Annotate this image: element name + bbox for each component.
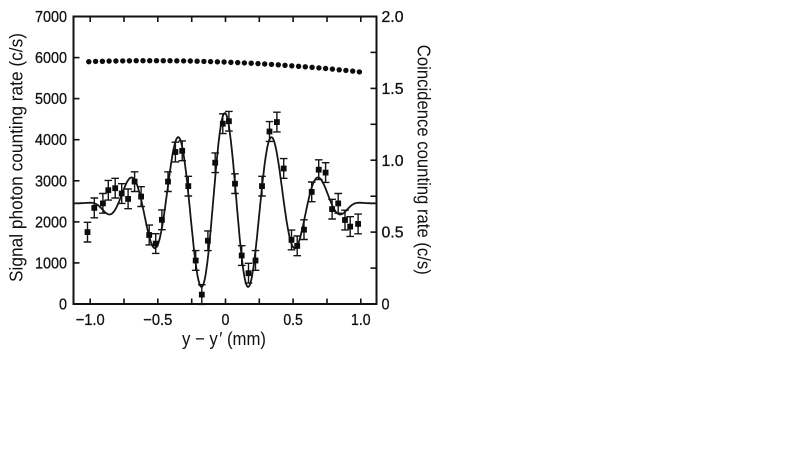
svg-text:0: 0 bbox=[59, 297, 67, 314]
svg-text:3000: 3000 bbox=[35, 173, 67, 190]
svg-text:−1.0: −1.0 bbox=[76, 312, 105, 329]
svg-text:2.0: 2.0 bbox=[382, 9, 404, 26]
svg-text:2000: 2000 bbox=[35, 214, 67, 231]
svg-text:−0.5: −0.5 bbox=[143, 312, 172, 329]
svg-text:4000: 4000 bbox=[35, 132, 67, 149]
svg-text:1000: 1000 bbox=[35, 255, 67, 272]
svg-text:6000: 6000 bbox=[35, 50, 67, 67]
svg-text:1.0: 1.0 bbox=[382, 153, 404, 170]
svg-text:0.5: 0.5 bbox=[283, 312, 303, 329]
svg-text:Signal photon counting rate (c: Signal photon counting rate (c/s) bbox=[6, 33, 27, 282]
svg-text:1.0: 1.0 bbox=[351, 312, 371, 329]
svg-text:0: 0 bbox=[382, 297, 390, 314]
svg-text:0: 0 bbox=[222, 312, 230, 329]
svg-text:0.5: 0.5 bbox=[382, 225, 404, 242]
svg-text:5000: 5000 bbox=[35, 91, 67, 108]
svg-text:y − y ′ (mm): y − y ′ (mm) bbox=[182, 328, 266, 349]
svg-text:Coincidence counting rate (c/s: Coincidence counting rate (c/s) bbox=[413, 45, 434, 275]
svg-text:1.5: 1.5 bbox=[382, 81, 404, 98]
svg-text:7000: 7000 bbox=[35, 9, 67, 26]
